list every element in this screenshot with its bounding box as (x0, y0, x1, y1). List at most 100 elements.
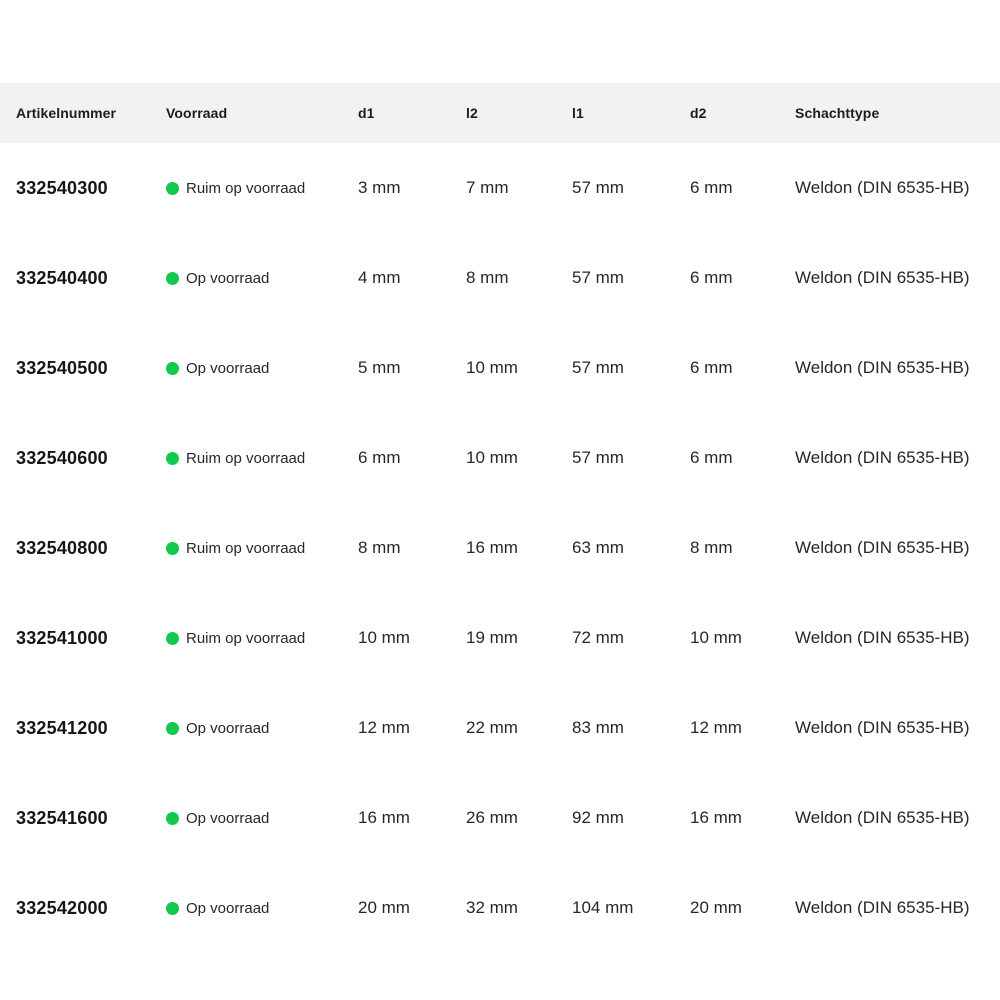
green-dot-icon (166, 721, 179, 735)
article-number: 332542000 (16, 897, 108, 918)
l1-value: 57 mm (572, 358, 624, 377)
d1-value: 4 mm (358, 268, 401, 287)
column-header-voorraad: Voorraad (166, 105, 228, 121)
l2-value: 32 mm (466, 898, 518, 917)
stock-status-label: Ruim op voorraad (186, 179, 306, 197)
table-row: 332540400 Op voorraad 4 mm 8 mm 57 mm 6 … (0, 233, 1000, 323)
table-header-row: Artikelnummer Voorraad d1 l2 l1 d2 Schac… (0, 83, 1000, 143)
green-dot-icon (166, 181, 179, 195)
article-number: 332540600 (16, 447, 108, 468)
stock-status: Op voorraad (166, 900, 358, 917)
d2-value: 12 mm (690, 718, 742, 737)
table-row: 332540800 Ruim op voorraad 8 mm 16 mm 63… (0, 503, 1000, 593)
stock-status: Op voorraad (166, 720, 358, 737)
stock-status: Ruim op voorraad (166, 630, 358, 647)
column-header-schachttype: Schachttype (795, 105, 880, 121)
article-number: 332540300 (16, 177, 108, 198)
green-dot-icon (166, 541, 179, 555)
stock-status-label: Ruim op voorraad (186, 449, 306, 467)
table-row: 332540500 Op voorraad 5 mm 10 mm 57 mm 6… (0, 323, 1000, 413)
green-dot-icon (166, 451, 179, 465)
table-row: 332540300 Ruim op voorraad 3 mm 7 mm 57 … (0, 143, 1000, 233)
d2-value: 6 mm (690, 268, 733, 287)
shank-type-value: Weldon (DIN 6535-HB) (795, 808, 970, 827)
column-header-d2: d2 (690, 105, 707, 121)
d2-value: 6 mm (690, 178, 733, 197)
d1-value: 5 mm (358, 358, 401, 377)
shank-type-value: Weldon (DIN 6535-HB) (795, 538, 970, 557)
l1-value: 72 mm (572, 628, 624, 647)
shank-type-value: Weldon (DIN 6535-HB) (795, 628, 970, 647)
d1-value: 10 mm (358, 628, 410, 647)
d1-value: 3 mm (358, 178, 401, 197)
article-number: 332541200 (16, 717, 108, 738)
article-number: 332540400 (16, 267, 108, 288)
stock-status: Ruim op voorraad (166, 180, 358, 197)
shank-type-value: Weldon (DIN 6535-HB) (795, 178, 970, 197)
shank-type-value: Weldon (DIN 6535-HB) (795, 358, 970, 377)
article-number: 332541000 (16, 627, 108, 648)
d1-value: 12 mm (358, 718, 410, 737)
l2-value: 10 mm (466, 448, 518, 467)
l1-value: 57 mm (572, 448, 624, 467)
l2-value: 22 mm (466, 718, 518, 737)
d1-value: 16 mm (358, 808, 410, 827)
stock-status-label: Op voorraad (186, 719, 270, 737)
l2-value: 26 mm (466, 808, 518, 827)
l1-value: 92 mm (572, 808, 624, 827)
green-dot-icon (166, 811, 179, 825)
green-dot-icon (166, 631, 179, 645)
l2-value: 16 mm (466, 538, 518, 557)
shank-type-value: Weldon (DIN 6535-HB) (795, 718, 970, 737)
green-dot-icon (166, 361, 179, 375)
column-header-artikelnummer: Artikelnummer (16, 105, 117, 121)
stock-status-label: Op voorraad (186, 269, 270, 287)
d1-value: 6 mm (358, 448, 401, 467)
shank-type-value: Weldon (DIN 6535-HB) (795, 268, 970, 287)
column-header-d1: d1 (358, 105, 375, 121)
stock-status-label: Op voorraad (186, 809, 270, 827)
stock-status: Op voorraad (166, 810, 358, 827)
stock-status-label: Ruim op voorraad (186, 539, 306, 557)
l1-value: 104 mm (572, 898, 634, 917)
d2-value: 16 mm (690, 808, 742, 827)
l2-value: 19 mm (466, 628, 518, 647)
l1-value: 57 mm (572, 178, 624, 197)
table-row: 332541200 Op voorraad 12 mm 22 mm 83 mm … (0, 683, 1000, 773)
table-row: 332541000 Ruim op voorraad 10 mm 19 mm 7… (0, 593, 1000, 683)
l1-value: 83 mm (572, 718, 624, 737)
column-header-l1: l1 (572, 105, 584, 121)
stock-status-label: Op voorraad (186, 899, 270, 917)
shank-type-value: Weldon (DIN 6535-HB) (795, 448, 970, 467)
article-number: 332540500 (16, 357, 108, 378)
table-row: 332542000 Op voorraad 20 mm 32 mm 104 mm… (0, 863, 1000, 953)
d2-value: 6 mm (690, 358, 733, 377)
l2-value: 10 mm (466, 358, 518, 377)
d1-value: 8 mm (358, 538, 401, 557)
stock-status-label: Op voorraad (186, 359, 270, 377)
stock-status-label: Ruim op voorraad (186, 629, 306, 647)
d2-value: 6 mm (690, 448, 733, 467)
stock-status: Op voorraad (166, 270, 358, 287)
l1-value: 57 mm (572, 268, 624, 287)
l2-value: 7 mm (466, 178, 509, 197)
l1-value: 63 mm (572, 538, 624, 557)
l2-value: 8 mm (466, 268, 509, 287)
product-spec-table: Artikelnummer Voorraad d1 l2 l1 d2 Schac… (0, 83, 1000, 953)
table-body: 332540300 Ruim op voorraad 3 mm 7 mm 57 … (0, 143, 1000, 953)
d1-value: 20 mm (358, 898, 410, 917)
column-header-l2: l2 (466, 105, 478, 121)
d2-value: 20 mm (690, 898, 742, 917)
stock-status: Ruim op voorraad (166, 450, 358, 467)
stock-status: Ruim op voorraad (166, 540, 358, 557)
green-dot-icon (166, 271, 179, 285)
article-number: 332541600 (16, 807, 108, 828)
d2-value: 10 mm (690, 628, 742, 647)
table-row: 332541600 Op voorraad 16 mm 26 mm 92 mm … (0, 773, 1000, 863)
shank-type-value: Weldon (DIN 6535-HB) (795, 898, 970, 917)
article-number: 332540800 (16, 537, 108, 558)
stock-status: Op voorraad (166, 360, 358, 377)
d2-value: 8 mm (690, 538, 733, 557)
table-row: 332540600 Ruim op voorraad 6 mm 10 mm 57… (0, 413, 1000, 503)
green-dot-icon (166, 901, 179, 915)
